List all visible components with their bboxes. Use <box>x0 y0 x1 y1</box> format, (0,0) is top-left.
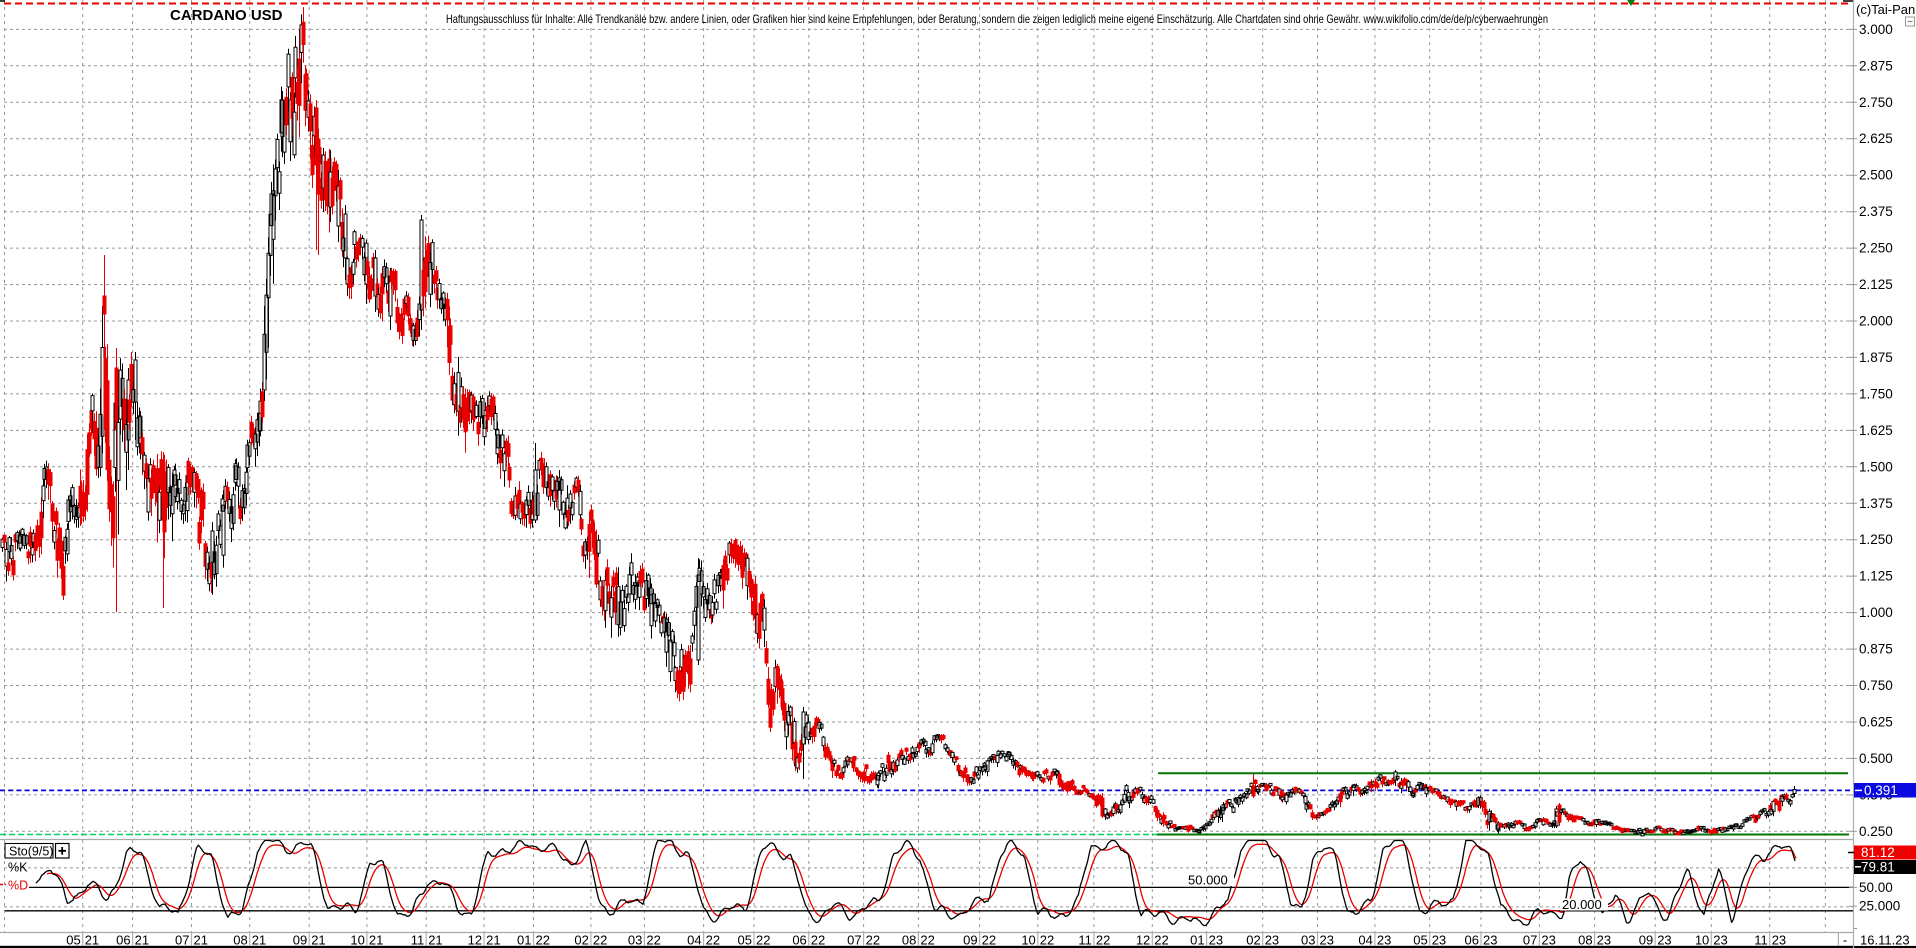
svg-text:0.875: 0.875 <box>1859 642 1893 657</box>
svg-text:11: 11 <box>411 933 425 948</box>
svg-text:21: 21 <box>135 933 149 948</box>
svg-text:04: 04 <box>687 933 701 948</box>
svg-text:11: 11 <box>1754 933 1768 948</box>
svg-text:23: 23 <box>1772 933 1786 948</box>
svg-text:23: 23 <box>1657 933 1671 948</box>
svg-text:22: 22 <box>920 933 934 948</box>
svg-text:22: 22 <box>1096 933 1110 948</box>
svg-text:22: 22 <box>706 933 720 948</box>
svg-text:2.000: 2.000 <box>1859 314 1893 329</box>
svg-text:1.250: 1.250 <box>1859 532 1893 547</box>
svg-text:02: 02 <box>574 933 588 948</box>
svg-text:22: 22 <box>593 933 607 948</box>
svg-text:2.250: 2.250 <box>1859 241 1893 256</box>
svg-text:20.000: 20.000 <box>1562 897 1602 912</box>
svg-text:09: 09 <box>293 933 307 948</box>
svg-text:Haftungsausschluss für Inhalte: Haftungsausschluss für Inhalte: Alle Tre… <box>446 12 1548 26</box>
svg-text:22: 22 <box>982 933 996 948</box>
svg-text:2.625: 2.625 <box>1859 131 1893 146</box>
svg-text:23: 23 <box>1265 933 1279 948</box>
svg-text:07: 07 <box>1523 933 1537 948</box>
svg-text:%K: %K <box>8 861 28 875</box>
svg-text:06: 06 <box>1465 933 1479 948</box>
svg-text:04: 04 <box>1358 933 1372 948</box>
svg-text:12: 12 <box>1136 933 1150 948</box>
svg-text:0.500: 0.500 <box>1859 751 1893 766</box>
svg-text:05: 05 <box>738 933 752 948</box>
svg-text:23: 23 <box>1483 933 1497 948</box>
svg-text:1.625: 1.625 <box>1859 423 1893 438</box>
svg-text:%D: %D <box>8 879 28 893</box>
svg-text:1.500: 1.500 <box>1859 459 1893 474</box>
svg-text:0.625: 0.625 <box>1859 715 1893 730</box>
svg-text:79.81: 79.81 <box>1861 860 1895 875</box>
svg-text:08: 08 <box>902 933 916 948</box>
svg-text:22: 22 <box>866 933 880 948</box>
svg-text:01: 01 <box>1190 933 1204 948</box>
svg-text:1.000: 1.000 <box>1859 605 1893 620</box>
svg-text:2.125: 2.125 <box>1859 277 1893 292</box>
svg-text:05: 05 <box>1413 933 1427 948</box>
svg-text:12: 12 <box>468 933 482 948</box>
svg-text:81.12: 81.12 <box>1861 845 1895 860</box>
svg-text:06: 06 <box>792 933 806 948</box>
svg-text:(c)Tai-Pan: (c)Tai-Pan <box>1856 2 1915 17</box>
svg-text:09: 09 <box>963 933 977 948</box>
svg-text:07: 07 <box>175 933 189 948</box>
svg-text:01: 01 <box>517 933 531 948</box>
svg-text:23: 23 <box>1541 933 1555 948</box>
svg-text:23: 23 <box>1713 933 1727 948</box>
svg-text:10: 10 <box>1695 933 1709 948</box>
svg-text:21: 21 <box>311 933 325 948</box>
svg-text:11: 11 <box>1078 933 1092 948</box>
svg-text:2.375: 2.375 <box>1859 204 1893 219</box>
svg-text:02: 02 <box>1246 933 1260 948</box>
svg-text:03: 03 <box>628 933 642 948</box>
svg-text:0.750: 0.750 <box>1859 678 1893 693</box>
svg-text:2.875: 2.875 <box>1859 58 1893 73</box>
svg-text:23: 23 <box>1320 933 1334 948</box>
svg-text:1.125: 1.125 <box>1859 569 1893 584</box>
svg-text:21: 21 <box>486 933 500 948</box>
svg-text:07: 07 <box>847 933 861 948</box>
svg-text:22: 22 <box>646 933 660 948</box>
svg-text:22: 22 <box>1154 933 1168 948</box>
svg-text:1.875: 1.875 <box>1859 350 1893 365</box>
svg-text:50.000: 50.000 <box>1188 873 1228 888</box>
svg-text:21: 21 <box>369 933 383 948</box>
svg-text:08: 08 <box>233 933 247 948</box>
svg-text:10: 10 <box>350 933 364 948</box>
svg-text:21: 21 <box>85 933 99 948</box>
svg-text:3.000: 3.000 <box>1859 22 1893 37</box>
svg-text:23: 23 <box>1377 933 1391 948</box>
svg-text:09: 09 <box>1639 933 1653 948</box>
svg-text:2.750: 2.750 <box>1859 95 1893 110</box>
svg-text:23: 23 <box>1432 933 1446 948</box>
svg-text:23: 23 <box>1209 933 1223 948</box>
svg-text:2.500: 2.500 <box>1859 168 1893 183</box>
svg-text:0.391: 0.391 <box>1864 783 1898 798</box>
svg-text:Sto(9/5): Sto(9/5) <box>9 845 53 859</box>
svg-text:23: 23 <box>1597 933 1611 948</box>
svg-text:21: 21 <box>252 933 266 948</box>
svg-text:50.00: 50.00 <box>1859 880 1893 895</box>
svg-text:22: 22 <box>536 933 550 948</box>
svg-text:22: 22 <box>756 933 770 948</box>
svg-text:06: 06 <box>116 933 130 948</box>
svg-text:1.375: 1.375 <box>1859 496 1893 511</box>
svg-text:21: 21 <box>194 933 208 948</box>
svg-text:0.250: 0.250 <box>1859 824 1893 839</box>
svg-text:10: 10 <box>1021 933 1035 948</box>
svg-text:22: 22 <box>811 933 825 948</box>
svg-text:CARDANO USD: CARDANO USD <box>170 7 283 24</box>
svg-text:03: 03 <box>1301 933 1315 948</box>
svg-text:1.750: 1.750 <box>1859 386 1893 401</box>
svg-text:16.11.23: 16.11.23 <box>1860 933 1910 948</box>
svg-text:08: 08 <box>1578 933 1592 948</box>
svg-text:22: 22 <box>1040 933 1054 948</box>
svg-text:25.000: 25.000 <box>1859 899 1900 914</box>
svg-text:21: 21 <box>428 933 442 948</box>
svg-text:-: - <box>1843 933 1847 948</box>
svg-text:05: 05 <box>66 933 80 948</box>
